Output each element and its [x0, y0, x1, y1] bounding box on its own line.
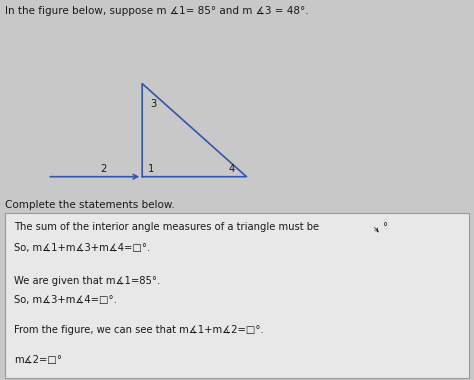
Text: So, m∡1+m∡3+m∡4=□°.: So, m∡1+m∡3+m∡4=□°.	[14, 243, 150, 253]
Polygon shape	[372, 224, 378, 234]
Text: m∡2=□°: m∡2=□°	[14, 355, 62, 365]
Text: 3: 3	[151, 99, 157, 109]
Text: 2: 2	[100, 164, 107, 174]
Text: 4: 4	[228, 164, 235, 174]
FancyBboxPatch shape	[5, 213, 469, 378]
Text: The sum of the interior angle measures of a triangle must be: The sum of the interior angle measures o…	[14, 222, 319, 232]
Text: In the figure below, suppose m ∡1= 85° and m ∡3 = 48°.: In the figure below, suppose m ∡1= 85° a…	[5, 6, 309, 16]
Text: So, m∡3+m∡4=□°.: So, m∡3+m∡4=□°.	[14, 294, 117, 304]
Text: We are given that m∡1=85°.: We are given that m∡1=85°.	[14, 276, 161, 285]
Text: 1: 1	[148, 164, 154, 174]
Text: °: °	[383, 222, 388, 232]
Text: From the figure, we can see that m∡1+m∡2=□°.: From the figure, we can see that m∡1+m∡2…	[14, 325, 264, 335]
Text: Complete the statements below.: Complete the statements below.	[5, 200, 174, 209]
